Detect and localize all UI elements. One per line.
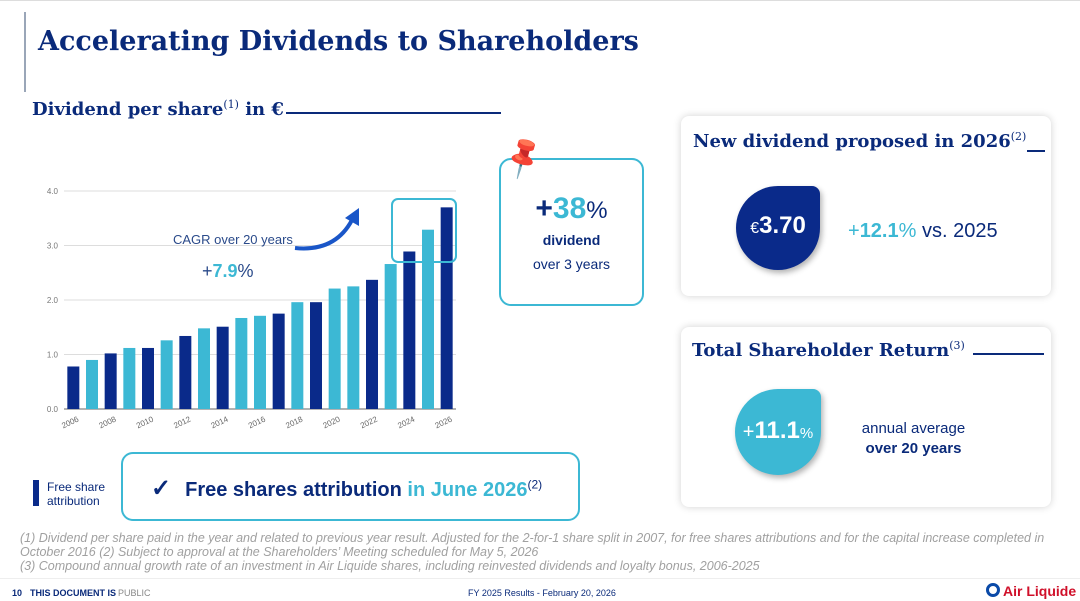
callout-line2: over 3 years <box>532 256 611 272</box>
bar-2015 <box>235 317 248 409</box>
x-tick-label: 2014 <box>210 414 230 430</box>
x-tick-label: 2022 <box>359 414 379 430</box>
bar-2023 <box>384 264 397 409</box>
dividend-amount-badge: €3.70 <box>736 186 820 270</box>
air-liquide-logo-icon <box>986 583 1000 597</box>
bar-2017 <box>272 313 285 409</box>
bar-2018 <box>291 302 304 409</box>
page-title: Accelerating Dividends to Shareholders <box>38 26 639 57</box>
bar-2020 <box>328 288 341 409</box>
bar-2014 <box>216 326 229 409</box>
cagr-value: +7.9% <box>202 261 254 281</box>
chart-title-underline <box>286 112 501 114</box>
bar-2016 <box>254 315 266 409</box>
bar-2025 <box>422 229 434 409</box>
top-divider <box>0 0 1080 1</box>
new-dividend-title: New dividend proposed in 2026(2) <box>693 130 1027 152</box>
title-underline <box>1027 150 1045 152</box>
chart-title-footnote: (1) <box>223 98 239 111</box>
tsr-title: Total Shareholder Return(3) <box>692 339 965 361</box>
bar-2012 <box>179 335 192 409</box>
x-tick-label: 2010 <box>135 414 155 430</box>
title-underline <box>973 353 1044 355</box>
bar-2009 <box>123 347 136 409</box>
legend-swatch <box>33 480 39 506</box>
tsr-card: Total Shareholder Return(3) +11.1% annua… <box>681 327 1051 507</box>
tsr-description: annual average over 20 years <box>861 420 966 457</box>
cagr-annotation: CAGR over 20 years <box>173 232 293 247</box>
bar-2011 <box>160 340 173 409</box>
footnotes: (1) Dividend per share paid in the year … <box>20 531 1045 573</box>
bar-2024 <box>403 251 416 409</box>
y-tick-label: 4.0 <box>47 187 59 196</box>
growth-arrow-icon <box>294 219 354 251</box>
callout-value: +38% <box>535 192 608 225</box>
free-shares-date: in June 2026 <box>407 479 528 501</box>
highlight-box <box>391 198 457 263</box>
footer-page-number: 10 <box>12 588 23 598</box>
bar-2026 <box>440 207 453 409</box>
bar-2006 <box>67 366 80 409</box>
new-dividend-card: New dividend proposed in 2026(2) €3.70 +… <box>681 116 1051 296</box>
free-shares-banner: ✓ Free shares attribution in June 2026(2) <box>121 452 580 521</box>
bar-2008 <box>104 353 117 409</box>
bar-2022 <box>366 279 378 409</box>
footer-doc-class: PUBLIC <box>118 588 151 598</box>
chart-title: Dividend per share(1) in € <box>32 98 284 120</box>
free-shares-text: Free shares attribution <box>185 479 408 501</box>
y-tick-label: 2.0 <box>47 296 59 305</box>
x-tick-label: 2012 <box>172 414 192 430</box>
y-tick-label: 1.0 <box>47 351 59 360</box>
x-tick-label: 2020 <box>322 414 342 430</box>
x-tick-label: 2018 <box>284 414 304 430</box>
pushpin-icon: 📌 <box>499 133 549 182</box>
air-liquide-logo: Air Liquide <box>1003 583 1077 599</box>
x-tick-label: 2016 <box>247 414 267 430</box>
bar-2010 <box>142 347 154 409</box>
free-shares-footnote: (2) <box>527 477 543 492</box>
footer-center-text: FY 2025 Results - February 20, 2026 <box>468 588 616 598</box>
dividend-growth-callout: 📌 +38% dividend over 3 years <box>499 134 644 306</box>
tsr-badge: +11.1% <box>735 389 821 475</box>
growth-arrowhead-icon <box>345 208 359 226</box>
bar-2007 <box>86 359 98 409</box>
bar-2019 <box>310 302 322 409</box>
y-tick-label: 3.0 <box>47 242 59 251</box>
x-tick-label: 2006 <box>60 414 80 430</box>
y-tick-label: 0.0 <box>47 405 59 414</box>
x-tick-label: 2008 <box>98 414 118 430</box>
title-accent-bar <box>24 12 26 92</box>
bar-2021 <box>347 286 360 409</box>
dividend-bar-chart: 0.0 1.0 2.0 3.0 4.0 2006 2008 2010 2012 2014 2016 2… <box>47 187 457 430</box>
dividend-change: +12.1% vs. 2025 <box>848 220 998 242</box>
footer-doc-label: THIS DOCUMENT IS <box>30 588 117 598</box>
footer: 10 THIS DOCUMENT IS PUBLIC FY 2025 Resul… <box>0 578 1080 601</box>
legend-label: Free share attribution <box>47 480 106 508</box>
x-tick-label: 2026 <box>434 414 454 430</box>
bar-2013 <box>198 328 210 409</box>
chart-title-unit: in € <box>238 99 284 120</box>
chart-title-text: Dividend per share <box>32 99 224 120</box>
callout-line1: dividend <box>542 232 601 248</box>
x-tick-label: 2024 <box>396 414 416 430</box>
check-icon: ✓ <box>151 475 172 502</box>
